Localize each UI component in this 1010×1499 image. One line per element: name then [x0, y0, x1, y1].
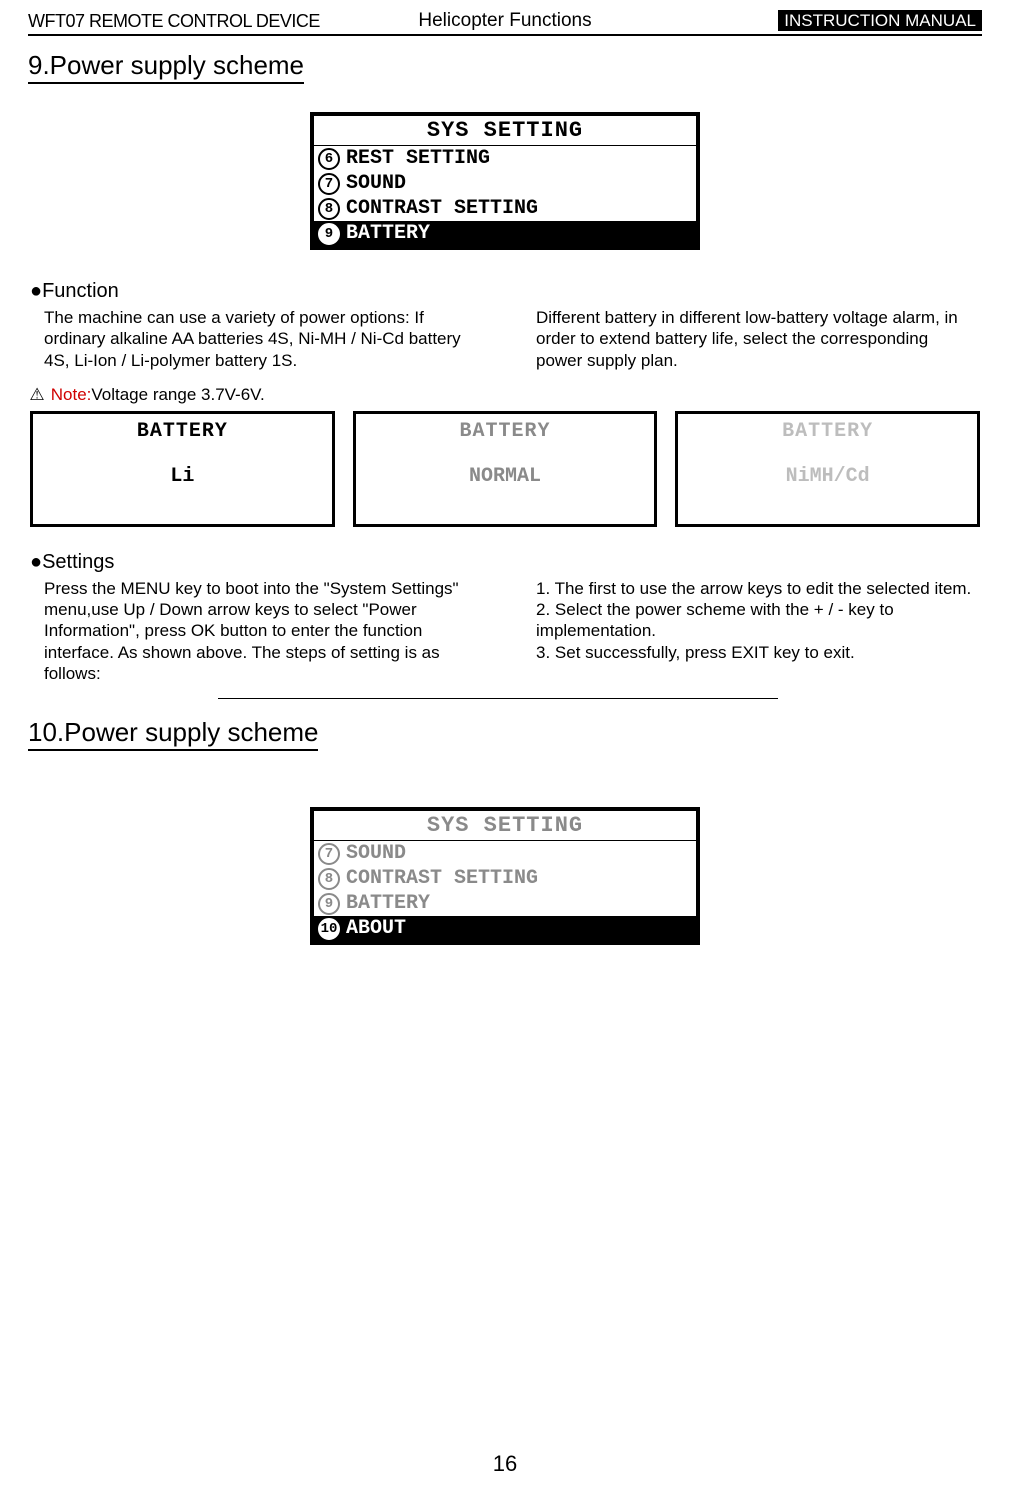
function-right: Different battery in different low-batte…	[536, 307, 978, 371]
function-text: The machine can use a variety of power o…	[28, 307, 982, 371]
page-number: 16	[0, 1451, 1010, 1477]
function-heading: ●Function	[30, 280, 982, 303]
note-row: ⚠ Note:Voltage range 3.7V-6V.	[28, 385, 982, 405]
settings-right: 1. The first to use the arrow keys to ed…	[536, 578, 978, 684]
section-10-title: 10.Power supply scheme	[28, 717, 318, 751]
note-text: Voltage range 3.7V-6V.	[91, 385, 264, 404]
settings-left: Press the MENU key to boot into the "Sys…	[44, 578, 486, 684]
lcd-item-number: 9	[318, 223, 340, 245]
settings-heading: ●Settings	[30, 551, 982, 574]
header-right: INSTRUCTION MANUAL	[664, 11, 982, 31]
lcd-menu-item: 8 CONTRAST SETTING	[314, 196, 696, 221]
lcd-item-number: 7	[318, 843, 340, 865]
lcd-item-label: BATTERY	[346, 892, 430, 915]
lcd-menu-item: 10 ABOUT	[314, 916, 696, 941]
lcd-item-label: REST SETTING	[346, 147, 490, 170]
battery-box-title: BATTERY	[137, 420, 228, 443]
lcd-menu-item: 8 CONTRAST SETTING	[314, 866, 696, 891]
lcd-item-number: 8	[318, 868, 340, 890]
lcd-item-label: CONTRAST SETTING	[346, 197, 538, 220]
battery-box-title: BATTERY	[782, 420, 873, 443]
battery-option-box: BATTERY NORMAL	[353, 411, 658, 527]
lcd-screen-1: SYS SETTING 6 REST SETTING 7 SOUND 8 CONTRAST…	[310, 112, 700, 250]
section-9-title: 9.Power supply scheme	[28, 50, 304, 84]
battery-option-box: BATTERY Li	[30, 411, 335, 527]
lcd-menu-item: 9 BATTERY	[314, 891, 696, 916]
lcd-item-number: 6	[318, 148, 340, 170]
lcd-item-number: 7	[318, 173, 340, 195]
lcd-item-label: BATTERY	[346, 222, 430, 245]
battery-box-value: Li	[170, 465, 194, 488]
lcd-item-label: SOUND	[346, 172, 406, 195]
battery-options-row: BATTERY Li BATTERY NORMAL BATTERY NiMH/Cd	[28, 411, 982, 527]
lcd-menu-item: 6 REST SETTING	[314, 146, 696, 171]
function-left: The machine can use a variety of power o…	[44, 307, 486, 371]
lcd-item-label: CONTRAST SETTING	[346, 867, 538, 890]
lcd1-title: SYS SETTING	[314, 116, 696, 146]
lcd-item-number: 8	[318, 198, 340, 220]
note-label: Note:	[51, 385, 92, 404]
lcd2-title: SYS SETTING	[314, 811, 696, 841]
lcd-item-label: SOUND	[346, 842, 406, 865]
battery-box-value: NORMAL	[469, 465, 541, 488]
lcd-menu-item: 9 BATTERY	[314, 221, 696, 246]
battery-box-value: NiMH/Cd	[786, 465, 870, 488]
header-center: Helicopter Functions	[346, 10, 664, 32]
lcd-menu-item: 7 SOUND	[314, 171, 696, 196]
settings-text: Press the MENU key to boot into the "Sys…	[28, 578, 982, 684]
lcd-item-number: 9	[318, 893, 340, 915]
header-left: WFT07 REMOTE CONTROL DEVICE	[28, 11, 346, 32]
lcd-screen-2: SYS SETTING 7 SOUND 8 CONTRAST SETTING 9 BATT…	[310, 807, 700, 945]
battery-option-box: BATTERY NiMH/Cd	[675, 411, 980, 527]
battery-box-title: BATTERY	[460, 420, 551, 443]
section-divider	[218, 698, 778, 699]
lcd-menu-item: 7 SOUND	[314, 841, 696, 866]
lcd-item-number: 10	[318, 918, 340, 940]
lcd-item-label: ABOUT	[346, 917, 406, 940]
header-right-badge: INSTRUCTION MANUAL	[778, 10, 982, 31]
warning-icon: ⚠	[28, 385, 46, 405]
page-header: WFT07 REMOTE CONTROL DEVICE Helicopter F…	[28, 10, 982, 36]
